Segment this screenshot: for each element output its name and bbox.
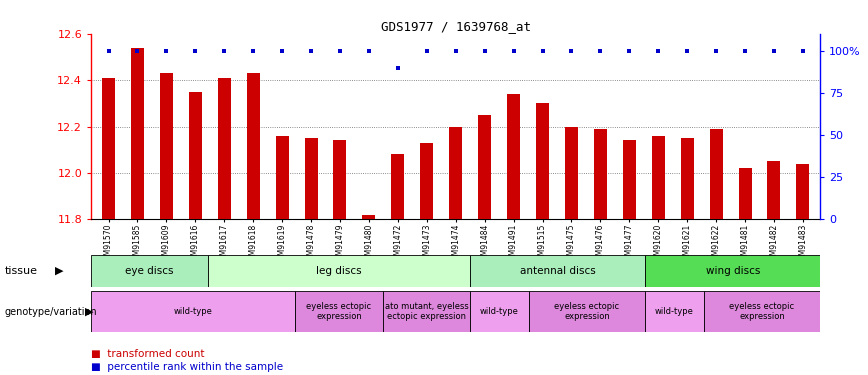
Text: ■  percentile rank within the sample: ■ percentile rank within the sample xyxy=(91,362,283,372)
Bar xyxy=(247,73,260,219)
Text: ■  transformed count: ■ transformed count xyxy=(91,350,205,359)
Text: genotype/variation: genotype/variation xyxy=(4,307,97,316)
Bar xyxy=(622,141,635,219)
Bar xyxy=(478,115,491,219)
Bar xyxy=(91,255,207,287)
Text: wild-type: wild-type xyxy=(655,307,694,316)
Bar xyxy=(709,129,722,219)
Bar xyxy=(276,136,288,219)
Bar xyxy=(645,291,704,332)
Bar xyxy=(207,255,470,287)
Bar xyxy=(594,129,607,219)
Bar xyxy=(739,168,752,219)
Bar xyxy=(507,94,520,219)
Bar xyxy=(333,141,346,219)
Bar xyxy=(91,291,295,332)
Bar xyxy=(767,161,780,219)
Text: wild-type: wild-type xyxy=(480,307,519,316)
Bar xyxy=(391,154,404,219)
Bar xyxy=(189,92,201,219)
Bar xyxy=(470,255,645,287)
Bar xyxy=(363,215,375,219)
Bar xyxy=(645,255,820,287)
Text: eyeless ectopic
expression: eyeless ectopic expression xyxy=(729,302,794,321)
Text: eyeless ectopic
expression: eyeless ectopic expression xyxy=(555,302,620,321)
Bar xyxy=(450,127,462,219)
Bar xyxy=(797,164,809,219)
Text: wild-type: wild-type xyxy=(174,307,213,316)
Bar xyxy=(160,73,173,219)
Text: leg discs: leg discs xyxy=(316,266,362,276)
Bar xyxy=(536,104,549,219)
Bar xyxy=(704,291,820,332)
Bar xyxy=(681,138,694,219)
Bar xyxy=(652,136,665,219)
Title: GDS1977 / 1639768_at: GDS1977 / 1639768_at xyxy=(381,20,530,33)
Bar xyxy=(565,127,578,219)
Bar xyxy=(529,291,645,332)
Text: ato mutant, eyeless
ectopic expression: ato mutant, eyeless ectopic expression xyxy=(385,302,469,321)
Text: tissue: tissue xyxy=(4,266,37,276)
Bar xyxy=(131,48,144,219)
Text: antennal discs: antennal discs xyxy=(520,266,595,276)
Text: ▶: ▶ xyxy=(55,266,63,276)
Text: ▶: ▶ xyxy=(85,307,94,316)
Text: wing discs: wing discs xyxy=(706,266,760,276)
Bar xyxy=(295,291,383,332)
Bar xyxy=(470,291,529,332)
Bar xyxy=(102,78,115,219)
Bar xyxy=(383,291,470,332)
Bar xyxy=(218,78,231,219)
Bar xyxy=(305,138,318,219)
Text: eye discs: eye discs xyxy=(125,266,174,276)
Bar xyxy=(420,143,433,219)
Text: eyeless ectopic
expression: eyeless ectopic expression xyxy=(306,302,372,321)
